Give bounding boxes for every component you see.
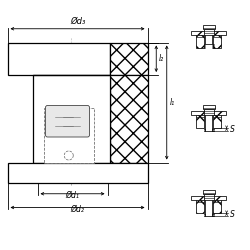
Bar: [191, 196, 226, 200]
Text: S: S: [230, 210, 234, 219]
Text: l₂: l₂: [159, 54, 164, 63]
Text: l₁: l₁: [169, 98, 174, 107]
Bar: [205, 109, 212, 131]
Bar: [32, 75, 110, 162]
Bar: [196, 35, 204, 37]
Bar: [191, 111, 226, 115]
Bar: [205, 194, 212, 216]
Bar: [204, 110, 214, 115]
Bar: [213, 115, 221, 128]
Bar: [196, 115, 204, 117]
Bar: [8, 162, 147, 182]
Bar: [213, 35, 221, 48]
Bar: [205, 29, 212, 44]
Text: Ød₃: Ød₃: [70, 17, 85, 26]
Bar: [203, 190, 214, 194]
FancyBboxPatch shape: [46, 106, 90, 137]
Bar: [196, 35, 204, 48]
Bar: [213, 200, 221, 213]
Bar: [191, 31, 226, 35]
Bar: [196, 115, 204, 128]
Bar: [8, 42, 110, 75]
Bar: [203, 24, 214, 29]
Text: Ød₁: Ød₁: [66, 191, 80, 200]
Bar: [213, 115, 221, 117]
Bar: [213, 35, 221, 37]
Bar: [204, 194, 214, 200]
Bar: [44, 108, 94, 162]
Bar: [110, 42, 148, 75]
Bar: [196, 200, 204, 213]
Bar: [196, 200, 204, 202]
Text: Ød₂: Ød₂: [70, 205, 85, 214]
Bar: [204, 30, 214, 35]
Text: S: S: [230, 125, 234, 134]
Bar: [203, 104, 214, 110]
Bar: [110, 75, 148, 162]
Bar: [213, 200, 221, 202]
